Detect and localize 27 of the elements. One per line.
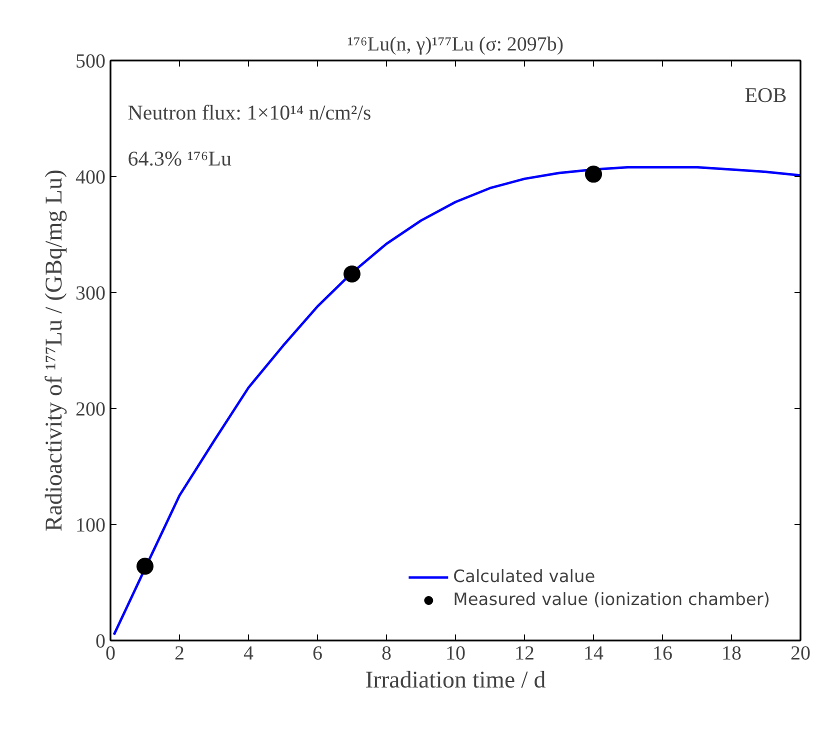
legend-label: Calculated value	[453, 567, 596, 587]
y-tick-label: 200	[76, 398, 106, 420]
annotation: Neutron flux: 1×10¹⁴ n/cm²/s	[128, 100, 372, 124]
annotation: EOB	[744, 82, 787, 107]
y-tick-label: 400	[76, 166, 106, 188]
y-tick-label: 100	[76, 514, 106, 536]
y-axis-title: Radioactivity of ¹⁷⁷Lu / (GBq/mg Lu)	[42, 170, 68, 532]
x-tick-label: 14	[584, 642, 604, 664]
x-tick-label: 2	[174, 642, 184, 664]
chart-title: ¹⁷⁶Lu(n, γ)¹⁷⁷Lu (σ: 2097b)	[347, 34, 564, 56]
x-axis-title: Irradiation time / d	[365, 668, 546, 694]
point	[344, 265, 360, 282]
point	[136, 558, 154, 575]
x-tick-label: 8	[382, 642, 392, 664]
x-tick-label: 18	[722, 642, 742, 664]
annotation: 64.3% ¹⁷⁶Lu	[128, 146, 232, 171]
x-tick-label: 4	[244, 642, 254, 664]
x-tick-label: 10	[446, 642, 466, 664]
legend-label: Measured value (ionization chamber)	[453, 590, 770, 610]
x-tick-label: 20	[790, 642, 810, 664]
x-tick-label: 12	[514, 642, 534, 664]
x-tick-label: 16	[652, 642, 672, 664]
point	[585, 166, 602, 183]
y-tick-label: 300	[76, 282, 106, 304]
line-series	[112, 166, 800, 636]
y-tick-label: 500	[76, 50, 106, 72]
x-tick-label: 6	[312, 642, 322, 664]
